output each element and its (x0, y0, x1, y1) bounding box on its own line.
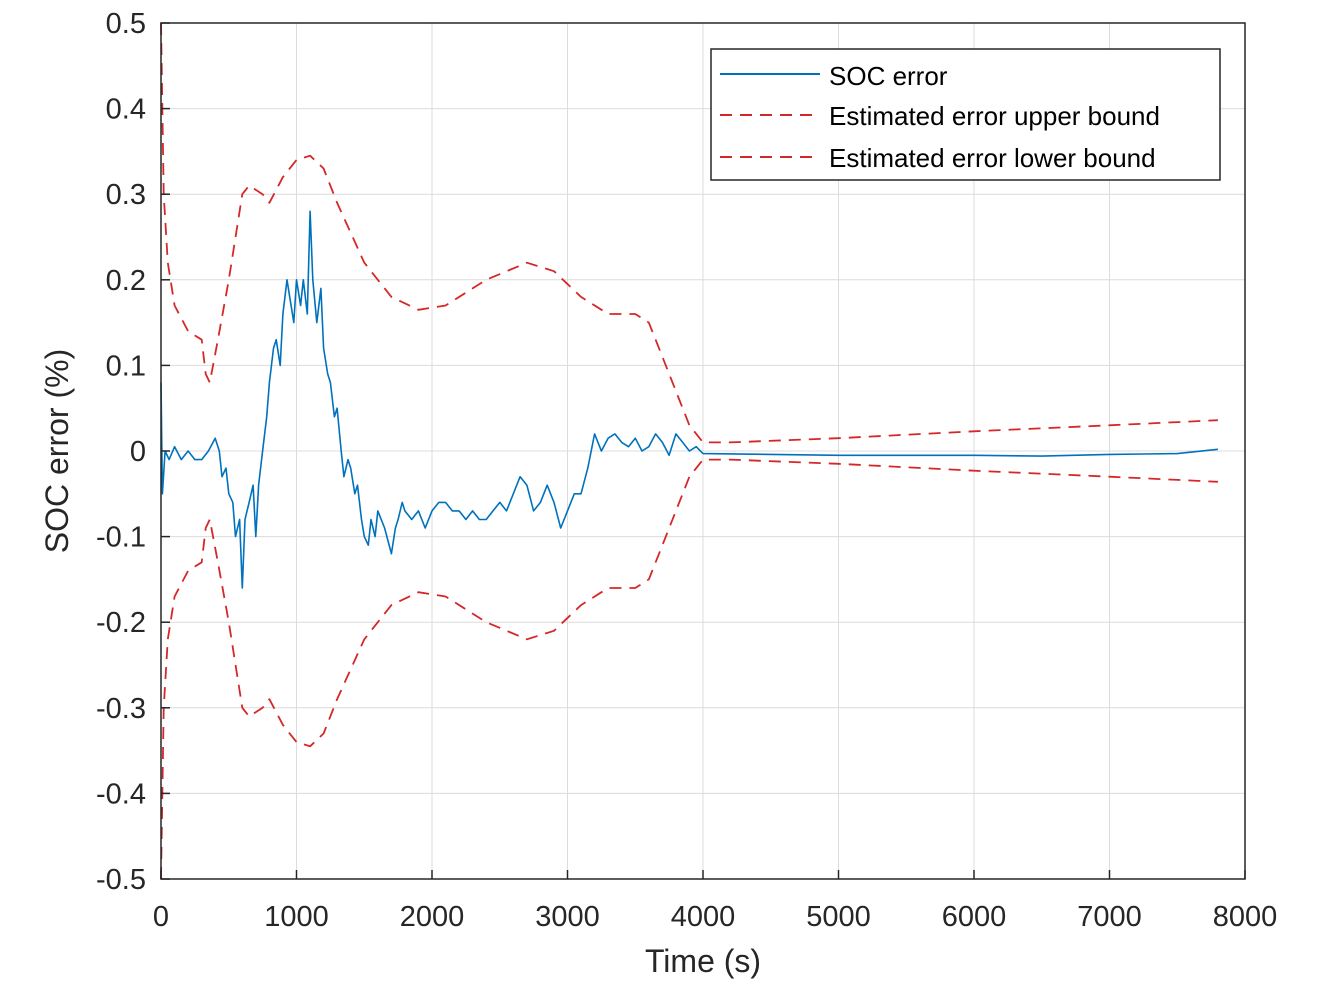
y-tick-label: -0.5 (96, 864, 146, 896)
y-tick-label: -0.2 (96, 607, 146, 639)
x-ticks: 0 1000 2000 3000 4000 5000 6000 7000 8000 (153, 870, 1277, 933)
x-tick-label: 2000 (400, 901, 465, 933)
x-tick-label: 5000 (806, 901, 871, 933)
x-tick-label: 6000 (942, 901, 1007, 933)
y-tick-label: 0.5 (106, 8, 146, 40)
y-tick-label: 0.1 (106, 350, 146, 382)
legend-label-soc-error: SOC error (829, 61, 948, 91)
x-tick-label: 7000 (1077, 901, 1142, 933)
legend-label-upper-bound: Estimated error upper bound (829, 101, 1160, 131)
x-tick-label: 1000 (264, 901, 329, 933)
y-tick-label: 0.2 (106, 265, 146, 297)
legend: SOC error Estimated error upper bound Es… (710, 48, 1221, 181)
plot-lines (160, 22, 1218, 880)
y-axis-label: SOC error (%) (39, 349, 75, 553)
y-tick-label: -0.3 (96, 693, 146, 725)
x-tick-label: 0 (153, 901, 169, 933)
y-tick-label: -0.4 (96, 778, 146, 810)
upper-bound-line (160, 22, 1218, 444)
x-tick-label: 4000 (671, 901, 736, 933)
lower-bound-line (160, 458, 1218, 880)
x-tick-label: 3000 (535, 901, 600, 933)
legend-box (710, 48, 1221, 181)
y-tick-label: 0 (130, 436, 146, 468)
y-tick-label: -0.1 (96, 522, 146, 554)
y-ticks: 0.5 0.4 0.3 0.2 0.1 0 -0.1 -0.2 -0.3 -0.4 -0.5 (96, 8, 170, 896)
x-tick-label: 8000 (1213, 901, 1278, 933)
soc-error-line (160, 210, 1218, 589)
legend-label-lower-bound: Estimated error lower bound (829, 143, 1156, 173)
y-tick-label: 0.4 (106, 94, 146, 126)
x-axis-label: Time (s) (645, 943, 761, 979)
y-tick-label: 0.3 (106, 179, 146, 211)
